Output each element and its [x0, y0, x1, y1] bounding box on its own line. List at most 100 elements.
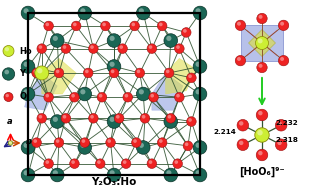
Circle shape: [85, 70, 89, 73]
Circle shape: [70, 159, 79, 168]
Circle shape: [24, 143, 29, 148]
Circle shape: [142, 115, 146, 119]
Circle shape: [37, 44, 47, 53]
Circle shape: [183, 29, 187, 33]
Circle shape: [186, 117, 196, 126]
Circle shape: [158, 21, 167, 31]
Circle shape: [257, 62, 267, 73]
Circle shape: [53, 170, 58, 175]
Circle shape: [72, 21, 81, 31]
Circle shape: [56, 139, 60, 143]
Circle shape: [39, 45, 42, 49]
Circle shape: [100, 21, 110, 31]
Circle shape: [63, 45, 66, 49]
Circle shape: [137, 70, 140, 73]
Circle shape: [131, 23, 135, 26]
Circle shape: [278, 55, 289, 66]
Circle shape: [237, 139, 249, 151]
Circle shape: [176, 94, 180, 98]
Polygon shape: [25, 73, 57, 110]
Circle shape: [5, 47, 9, 51]
Circle shape: [21, 141, 35, 154]
Circle shape: [32, 68, 41, 78]
Circle shape: [258, 151, 263, 155]
Circle shape: [239, 141, 243, 145]
Circle shape: [80, 89, 85, 94]
Circle shape: [78, 87, 92, 101]
Polygon shape: [42, 58, 76, 94]
Circle shape: [183, 141, 193, 151]
Circle shape: [130, 21, 140, 31]
Circle shape: [50, 168, 64, 182]
Circle shape: [4, 70, 9, 74]
Circle shape: [277, 121, 282, 125]
Circle shape: [78, 141, 92, 154]
Circle shape: [110, 36, 115, 41]
Circle shape: [185, 143, 188, 146]
Circle shape: [24, 170, 29, 175]
Circle shape: [237, 22, 241, 26]
Circle shape: [175, 44, 184, 53]
Circle shape: [196, 89, 201, 94]
Text: Y₂O₃:Ho: Y₂O₃:Ho: [91, 177, 137, 187]
Circle shape: [259, 15, 262, 19]
Circle shape: [82, 139, 85, 143]
Circle shape: [188, 74, 192, 78]
Text: b: b: [26, 137, 32, 146]
Circle shape: [63, 115, 66, 119]
Circle shape: [176, 45, 180, 49]
Circle shape: [166, 36, 171, 41]
Circle shape: [119, 45, 123, 49]
Circle shape: [95, 159, 105, 168]
Circle shape: [80, 143, 85, 148]
Text: 2.214: 2.214: [214, 129, 237, 135]
Circle shape: [136, 141, 150, 154]
Circle shape: [50, 115, 64, 128]
Circle shape: [196, 143, 201, 148]
Text: Y: Y: [20, 70, 26, 78]
Circle shape: [256, 149, 268, 161]
Circle shape: [90, 45, 94, 49]
Circle shape: [257, 130, 263, 136]
Circle shape: [149, 45, 152, 49]
Circle shape: [73, 23, 77, 26]
Circle shape: [193, 141, 207, 154]
Circle shape: [44, 21, 54, 31]
Circle shape: [140, 114, 150, 123]
Circle shape: [44, 92, 54, 102]
Circle shape: [35, 66, 49, 80]
Circle shape: [164, 168, 178, 182]
Circle shape: [235, 55, 246, 66]
Circle shape: [259, 64, 262, 68]
Circle shape: [21, 168, 35, 182]
Circle shape: [166, 114, 175, 123]
Circle shape: [71, 94, 75, 98]
Polygon shape: [249, 29, 276, 57]
Circle shape: [173, 159, 182, 168]
Circle shape: [256, 109, 268, 121]
Circle shape: [237, 57, 241, 61]
Circle shape: [258, 38, 263, 43]
Circle shape: [89, 114, 98, 123]
Circle shape: [53, 36, 58, 41]
Circle shape: [37, 114, 47, 123]
Circle shape: [106, 138, 115, 147]
Polygon shape: [152, 73, 183, 110]
Circle shape: [181, 28, 191, 37]
Circle shape: [102, 23, 106, 26]
Circle shape: [158, 138, 167, 147]
Circle shape: [193, 60, 207, 73]
Circle shape: [257, 13, 267, 24]
Circle shape: [239, 121, 243, 125]
Circle shape: [107, 115, 121, 128]
Circle shape: [175, 160, 178, 164]
Circle shape: [61, 114, 71, 123]
Circle shape: [164, 115, 178, 128]
Circle shape: [70, 92, 79, 102]
Circle shape: [116, 115, 120, 119]
Circle shape: [24, 62, 29, 67]
Circle shape: [193, 168, 207, 182]
Circle shape: [54, 138, 64, 147]
Circle shape: [61, 44, 71, 53]
Circle shape: [80, 8, 85, 13]
